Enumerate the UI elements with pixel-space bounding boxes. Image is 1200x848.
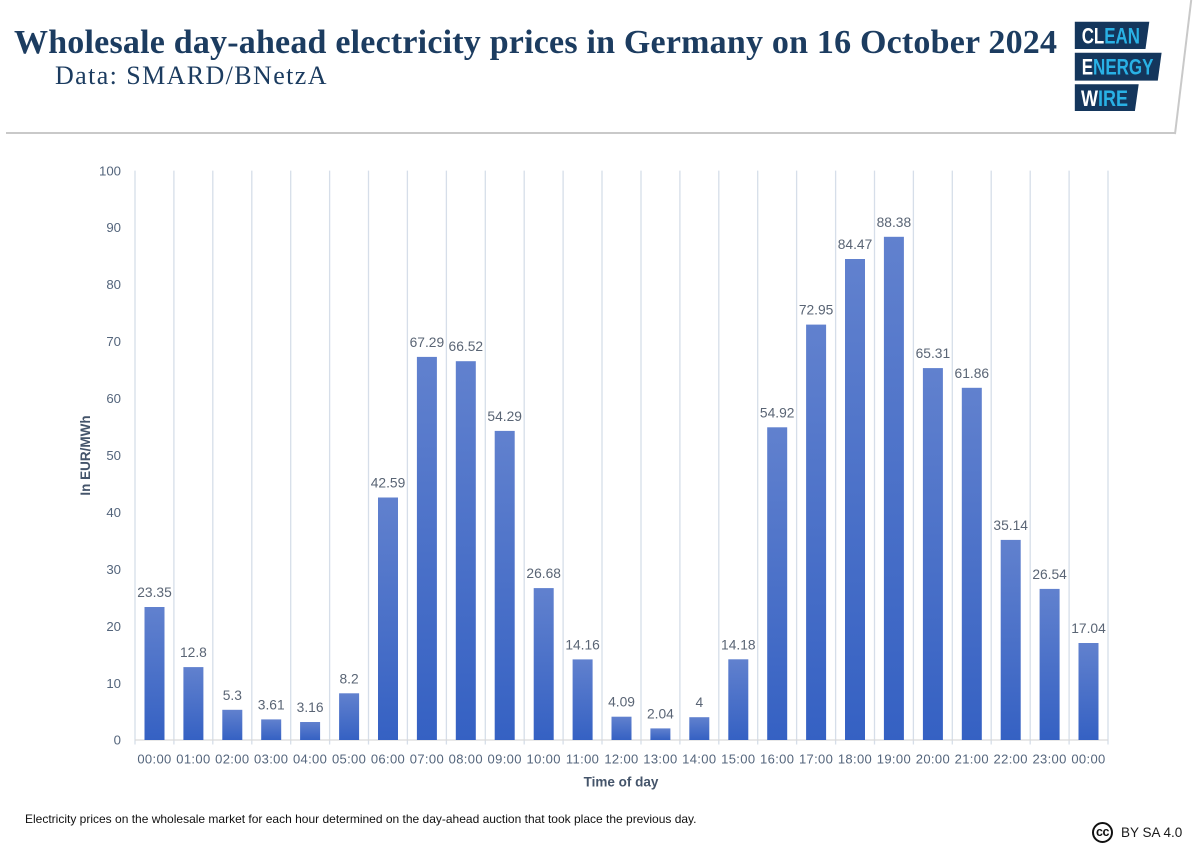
svg-text:CLEAN: CLEAN: [1082, 24, 1140, 49]
svg-text:06:00: 06:00: [371, 752, 405, 767]
svg-text:00:00: 00:00: [137, 752, 171, 767]
svg-text:14:00: 14:00: [682, 752, 716, 767]
svg-text:8.2: 8.2: [340, 671, 359, 686]
svg-text:WIRE: WIRE: [1081, 86, 1128, 111]
svg-text:16:00: 16:00: [760, 752, 794, 767]
svg-text:10:00: 10:00: [527, 752, 561, 767]
svg-text:19:00: 19:00: [877, 752, 911, 767]
svg-text:72.95: 72.95: [799, 303, 834, 318]
svg-text:08:00: 08:00: [449, 752, 483, 767]
svg-text:3.16: 3.16: [297, 700, 324, 715]
svg-text:05:00: 05:00: [332, 752, 366, 767]
svg-text:03:00: 03:00: [254, 752, 288, 767]
svg-text:60: 60: [106, 391, 121, 406]
svg-text:18:00: 18:00: [838, 752, 872, 767]
svg-text:17:00: 17:00: [799, 752, 833, 767]
svg-text:20:00: 20:00: [916, 752, 950, 767]
svg-text:15:00: 15:00: [721, 752, 755, 767]
svg-text:0: 0: [114, 733, 121, 748]
svg-text:26.54: 26.54: [1032, 567, 1067, 582]
svg-text:In EUR/MWh: In EUR/MWh: [78, 415, 93, 495]
svg-text:30: 30: [106, 562, 121, 577]
svg-text:4.09: 4.09: [608, 695, 635, 710]
svg-text:10: 10: [106, 676, 121, 691]
svg-text:00:00: 00:00: [1071, 752, 1105, 767]
svg-text:13:00: 13:00: [643, 752, 677, 767]
svg-text:54.29: 54.29: [487, 409, 522, 424]
svg-text:23.35: 23.35: [137, 585, 172, 600]
svg-text:22:00: 22:00: [994, 752, 1028, 767]
svg-text:21:00: 21:00: [955, 752, 989, 767]
svg-text:01:00: 01:00: [176, 752, 210, 767]
svg-text:40: 40: [106, 505, 121, 520]
svg-text:67.29: 67.29: [410, 335, 445, 350]
svg-text:07:00: 07:00: [410, 752, 444, 767]
svg-text:14.16: 14.16: [565, 637, 600, 652]
svg-text:23:00: 23:00: [1032, 752, 1066, 767]
svg-text:ENERGY: ENERGY: [1082, 55, 1154, 80]
svg-text:04:00: 04:00: [293, 752, 327, 767]
svg-text:88.38: 88.38: [877, 215, 912, 230]
svg-text:20: 20: [106, 619, 121, 634]
svg-text:100: 100: [99, 163, 121, 178]
svg-text:66.52: 66.52: [449, 339, 484, 354]
svg-text:09:00: 09:00: [488, 752, 522, 767]
svg-text:3.61: 3.61: [258, 697, 285, 712]
svg-text:2.04: 2.04: [647, 706, 674, 721]
svg-text:61.86: 61.86: [955, 366, 990, 381]
svg-text:80: 80: [106, 277, 121, 292]
svg-text:02:00: 02:00: [215, 752, 249, 767]
svg-text:11:00: 11:00: [566, 752, 599, 767]
svg-text:5.3: 5.3: [223, 688, 243, 703]
svg-text:84.47: 84.47: [838, 237, 873, 252]
svg-text:90: 90: [106, 220, 121, 235]
svg-text:12:00: 12:00: [604, 752, 638, 767]
svg-text:35.14: 35.14: [993, 518, 1028, 533]
svg-text:26.68: 26.68: [526, 566, 561, 581]
svg-text:54.92: 54.92: [760, 405, 795, 420]
svg-text:50: 50: [106, 448, 121, 463]
svg-text:14.18: 14.18: [721, 637, 756, 652]
svg-text:70: 70: [106, 334, 121, 349]
svg-text:4: 4: [695, 695, 703, 710]
svg-text:12.8: 12.8: [180, 645, 207, 660]
svg-text:17.04: 17.04: [1071, 621, 1106, 636]
svg-text:Time of day: Time of day: [584, 775, 659, 790]
svg-text:42.59: 42.59: [371, 476, 406, 491]
svg-text:65.31: 65.31: [916, 346, 951, 361]
